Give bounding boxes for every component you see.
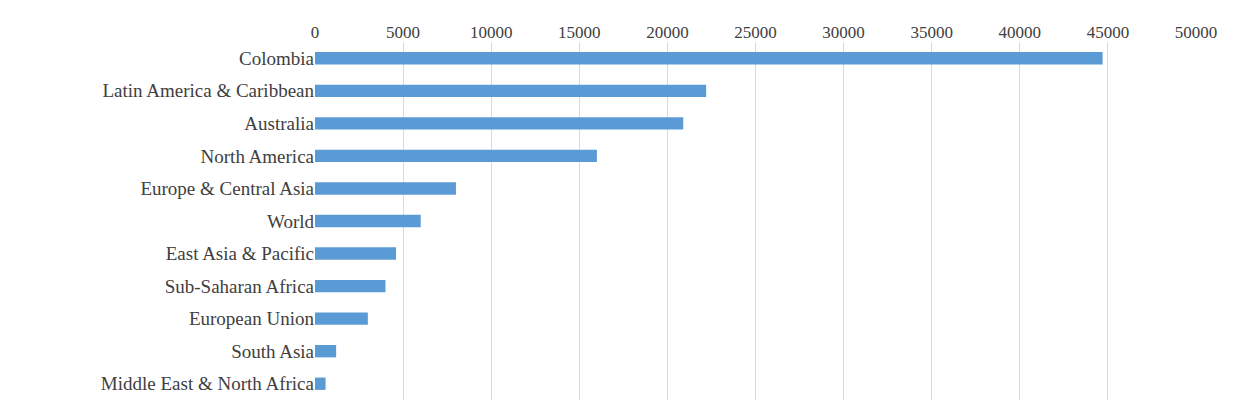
svg-text:Colombia: Colombia: [239, 48, 315, 69]
svg-text:35000: 35000: [910, 23, 953, 42]
svg-text:10000: 10000: [470, 23, 513, 42]
svg-text:Middle East & North Africa: Middle East & North Africa: [101, 373, 315, 394]
svg-text:45000: 45000: [1087, 23, 1130, 42]
svg-text:30000: 30000: [822, 23, 865, 42]
svg-text:Europe & Central Asia: Europe & Central Asia: [140, 178, 314, 199]
svg-text:North America: North America: [201, 146, 315, 167]
svg-text:South Asia: South Asia: [231, 341, 314, 362]
svg-text:Sub-Saharan Africa: Sub-Saharan Africa: [165, 276, 315, 297]
svg-text:East Asia & Pacific: East Asia & Pacific: [166, 243, 314, 264]
svg-text:0: 0: [311, 23, 320, 42]
svg-text:15000: 15000: [558, 23, 601, 42]
svg-text:European Union: European Union: [189, 308, 315, 329]
svg-text:50000: 50000: [1175, 23, 1218, 42]
svg-text:Australia: Australia: [244, 113, 314, 134]
svg-text:25000: 25000: [734, 23, 777, 42]
svg-text:5000: 5000: [386, 23, 420, 42]
svg-text:Latin America & Caribbean: Latin America & Caribbean: [102, 80, 314, 101]
svg-text:20000: 20000: [646, 23, 689, 42]
svg-text:40000: 40000: [999, 23, 1042, 42]
svg-text:World: World: [267, 211, 315, 232]
